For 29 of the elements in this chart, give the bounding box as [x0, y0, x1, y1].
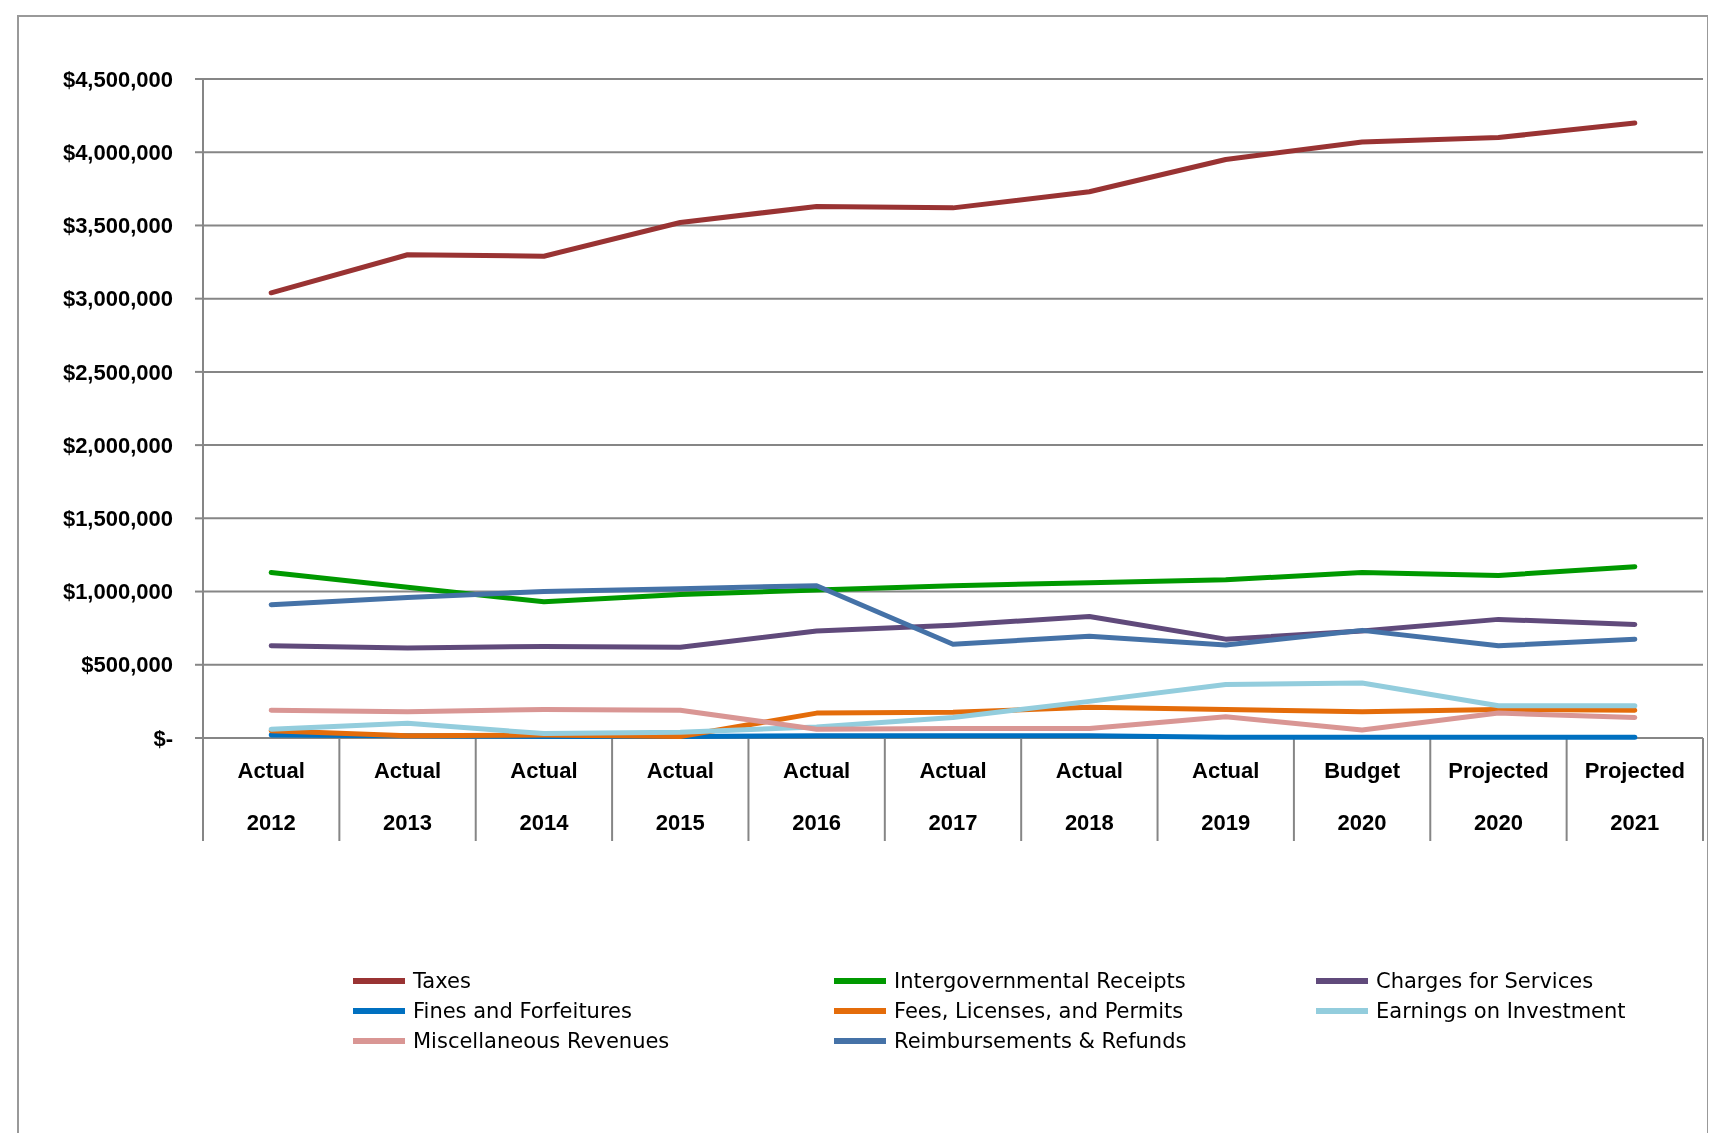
y-tick-label: $4,000,000: [62, 139, 173, 165]
y-tick-label: $-: [153, 725, 173, 751]
category-label: Actual 2012: [237, 758, 305, 835]
category-label: Actual 2018: [1055, 758, 1123, 835]
category-label: Actual 2013: [373, 758, 442, 835]
y-tick-label: $3,000,000: [62, 286, 173, 312]
legend-label: Earnings on Investment: [1376, 999, 1626, 1024]
category-label: Actual 2019: [1192, 758, 1260, 835]
y-tick-label: $3,500,000: [62, 213, 173, 239]
legend-label: Fees, Licenses, and Permits: [894, 999, 1184, 1024]
y-tick-label: $1,500,000: [62, 506, 173, 532]
category-label: Actual 2016: [783, 758, 851, 835]
legend-label: Charges for Services: [1376, 969, 1594, 994]
legend-label: Taxes: [412, 969, 471, 994]
y-tick-label: $2,500,000: [62, 359, 173, 385]
category-label: Projected 2021: [1584, 758, 1685, 835]
y-tick-label: $2,000,000: [62, 432, 173, 458]
y-tick-label: $1,000,000: [62, 579, 173, 605]
y-tick-label: $500,000: [81, 652, 173, 678]
legend-label: Intergovernmental Receipts: [894, 969, 1186, 994]
category-label: Actual 2015: [646, 758, 714, 835]
legend-label: Miscellaneous Revenues: [413, 1029, 670, 1054]
category-label: Budget 2020: [1324, 758, 1400, 835]
category-label: Actual 2014: [510, 758, 578, 835]
legend-label: Reimbursements & Refunds: [894, 1029, 1187, 1054]
category-label: Projected 2020: [1448, 758, 1549, 835]
y-tick-label: $4,500,000: [62, 66, 173, 92]
category-label: Actual 2017: [919, 758, 987, 835]
legend-label: Fines and Forfeitures: [413, 999, 632, 1024]
